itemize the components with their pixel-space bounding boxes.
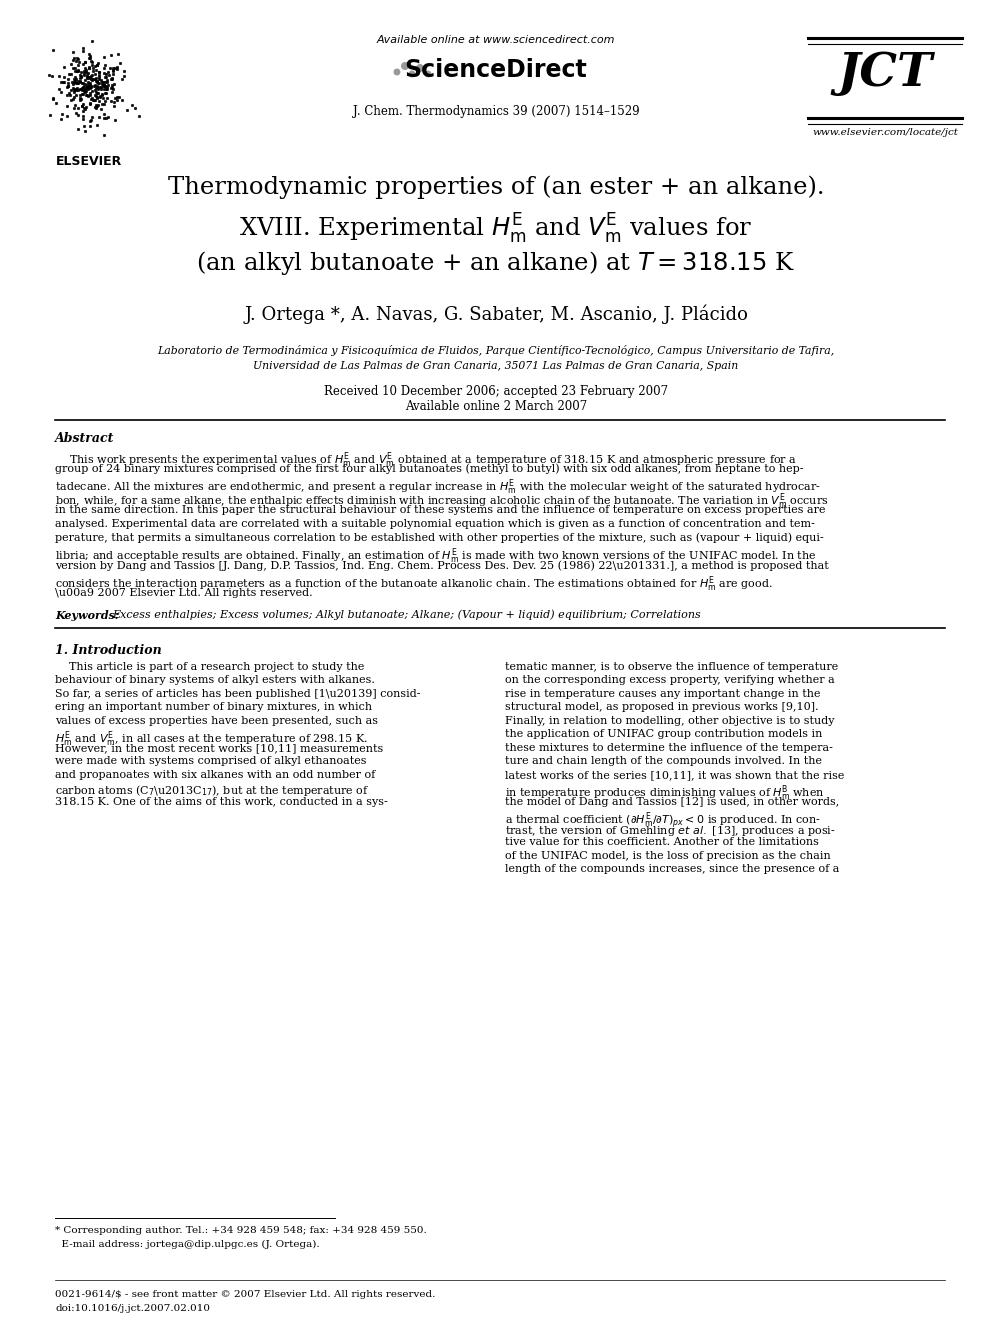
Text: behaviour of binary systems of alkyl esters with alkanes.: behaviour of binary systems of alkyl est… [55, 675, 375, 685]
Text: libria; and acceptable results are obtained. Finally, an estimation of $H_{\math: libria; and acceptable results are obtai… [55, 546, 816, 566]
Text: Thermodynamic properties of (an ester + an alkane).: Thermodynamic properties of (an ester + … [168, 175, 824, 198]
Text: the application of UNIFAC group contribution models in: the application of UNIFAC group contribu… [505, 729, 822, 740]
Text: tematic manner, is to observe the influence of temperature: tematic manner, is to observe the influe… [505, 662, 838, 672]
Text: JCT: JCT [837, 50, 932, 97]
Text: \u00a9 2007 Elsevier Ltd. All rights reserved.: \u00a9 2007 Elsevier Ltd. All rights res… [55, 587, 312, 598]
Text: J. Ortega *, A. Navas, G. Sabater, M. Ascanio, J. Plácido: J. Ortega *, A. Navas, G. Sabater, M. As… [244, 306, 748, 324]
Text: and propanoates with six alkanes with an odd number of: and propanoates with six alkanes with an… [55, 770, 375, 779]
Text: a thermal coefficient $(\partial H_{\mathrm{m}}^{\mathrm{E}}/\partial T)_{px} < : a thermal coefficient $(\partial H_{\mat… [505, 810, 820, 831]
Text: tive value for this coefficient. Another of the limitations: tive value for this coefficient. Another… [505, 837, 818, 847]
Text: Available online at www.sciencedirect.com: Available online at www.sciencedirect.co… [377, 34, 615, 45]
Circle shape [417, 65, 424, 71]
Circle shape [426, 71, 431, 77]
Text: considers the interaction parameters as a function of the butanoate alkanolic ch: considers the interaction parameters as … [55, 574, 773, 594]
Text: * Corresponding author. Tel.: +34 928 459 548; fax: +34 928 459 550.: * Corresponding author. Tel.: +34 928 45… [55, 1226, 427, 1234]
Text: Received 10 December 2006; accepted 23 February 2007: Received 10 December 2006; accepted 23 F… [324, 385, 668, 398]
Text: on the corresponding excess property, verifying whether a: on the corresponding excess property, ve… [505, 675, 834, 685]
Text: version by Dang and Tassios [J. Dang, D.P. Tassios, Ind. Eng. Chem. Process Des.: version by Dang and Tassios [J. Dang, D.… [55, 561, 828, 572]
Text: J. Chem. Thermodynamics 39 (2007) 1514–1529: J. Chem. Thermodynamics 39 (2007) 1514–1… [353, 105, 639, 118]
Text: Finally, in relation to modelling, other objective is to study: Finally, in relation to modelling, other… [505, 716, 834, 726]
Text: latest works of the series [10,11], it was shown that the rise: latest works of the series [10,11], it w… [505, 770, 844, 779]
Circle shape [410, 71, 415, 77]
Text: 318.15 K. One of the aims of this work, conducted in a sys-: 318.15 K. One of the aims of this work, … [55, 796, 388, 807]
Text: the model of Dang and Tassios [12] is used, in other words,: the model of Dang and Tassios [12] is us… [505, 796, 839, 807]
Text: Laboratorio de Termodinámica y Fisicoquímica de Fluidos, Parque Científico-Tecno: Laboratorio de Termodinámica y Fisicoquí… [158, 345, 834, 356]
Text: This article is part of a research project to study the: This article is part of a research proje… [55, 662, 364, 672]
Text: trast, the version of Gmehling $et\ al.$ [13], produces a posi-: trast, the version of Gmehling $et\ al.$… [505, 824, 835, 837]
Text: www.elsevier.com/locate/jct: www.elsevier.com/locate/jct [812, 128, 958, 138]
Text: ering an important number of binary mixtures, in which: ering an important number of binary mixt… [55, 703, 372, 712]
Text: 0021-9614/$ - see front matter © 2007 Elsevier Ltd. All rights reserved.: 0021-9614/$ - see front matter © 2007 El… [55, 1290, 435, 1299]
Text: length of the compounds increases, since the presence of a: length of the compounds increases, since… [505, 864, 839, 875]
Text: in the same direction. In this paper the structural behaviour of these systems a: in the same direction. In this paper the… [55, 505, 825, 515]
Text: This work presents the experimental values of $H_{\mathrm{m}}^{\mathrm{E}}$ and : This work presents the experimental valu… [55, 450, 797, 470]
Text: ScienceDirect: ScienceDirect [405, 58, 587, 82]
Text: Available online 2 March 2007: Available online 2 March 2007 [405, 400, 587, 413]
Text: perature, that permits a simultaneous correlation to be established with other p: perature, that permits a simultaneous co… [55, 533, 823, 544]
Text: (an alkyl butanoate + an alkane) at $T = 318.15$ K: (an alkyl butanoate + an alkane) at $T =… [196, 249, 796, 277]
Text: were made with systems comprised of alkyl ethanoates: were made with systems comprised of alky… [55, 757, 366, 766]
Circle shape [402, 62, 409, 69]
Text: these mixtures to determine the influence of the tempera-: these mixtures to determine the influenc… [505, 742, 833, 753]
Text: of the UNIFAC model, is the loss of precision as the chain: of the UNIFAC model, is the loss of prec… [505, 851, 830, 861]
Text: structural model, as proposed in previous works [9,10].: structural model, as proposed in previou… [505, 703, 818, 712]
Text: E-mail address: jortega@dip.ulpgc.es (J. Ortega).: E-mail address: jortega@dip.ulpgc.es (J.… [55, 1240, 319, 1249]
Text: analysed. Experimental data are correlated with a suitable polynomial equation w: analysed. Experimental data are correlat… [55, 519, 814, 529]
Text: carbon atoms (C$_7$\u2013C$_{17}$), but at the temperature of: carbon atoms (C$_7$\u2013C$_{17}$), but … [55, 783, 369, 798]
Text: Abstract: Abstract [55, 433, 114, 445]
Text: rise in temperature causes any important change in the: rise in temperature causes any important… [505, 689, 820, 699]
Text: in temperature produces diminishing values of $H_{\mathrm{m}}^{\mathrm{B}}$ when: in temperature produces diminishing valu… [505, 783, 824, 803]
Text: ture and chain length of the compounds involved. In the: ture and chain length of the compounds i… [505, 757, 822, 766]
Text: bon, while, for a same alkane, the enthalpic effects diminish with increasing al: bon, while, for a same alkane, the entha… [55, 491, 828, 511]
Text: doi:10.1016/j.jct.2007.02.010: doi:10.1016/j.jct.2007.02.010 [55, 1304, 210, 1312]
Text: So far, a series of articles has been published [1\u20139] consid-: So far, a series of articles has been pu… [55, 689, 421, 699]
Text: group of 24 binary mixtures comprised of the first four alkyl butanoates (methyl: group of 24 binary mixtures comprised of… [55, 464, 804, 475]
Text: Universidad de Las Palmas de Gran Canaria, 35071 Las Palmas de Gran Canaria, Spa: Universidad de Las Palmas de Gran Canari… [253, 361, 739, 370]
Text: ELSEVIER: ELSEVIER [56, 155, 122, 168]
Text: XVIII. Experimental $H_{\mathrm{m}}^{\mathrm{E}}$ and $V_{\mathrm{m}}^{\mathrm{E: XVIII. Experimental $H_{\mathrm{m}}^{\ma… [239, 212, 753, 246]
Text: $H_{\mathrm{m}}^{\mathrm{E}}$ and $V_{\mathrm{m}}^{\mathrm{E}}$, in all cases at: $H_{\mathrm{m}}^{\mathrm{E}}$ and $V_{\m… [55, 729, 368, 749]
Text: values of excess properties have been presented, such as: values of excess properties have been pr… [55, 716, 378, 726]
Text: tadecane. All the mixtures are endothermic, and present a regular increase in $H: tadecane. All the mixtures are endotherm… [55, 478, 821, 497]
Text: Excess enthalpies; Excess volumes; Alkyl butanoate; Alkane; (Vapour + liquid) eq: Excess enthalpies; Excess volumes; Alkyl… [112, 610, 700, 620]
Text: Keywords:: Keywords: [55, 610, 119, 620]
Circle shape [394, 69, 400, 75]
Text: 1. Introduction: 1. Introduction [55, 644, 162, 656]
Text: However, in the most recent works [10,11] measurements: However, in the most recent works [10,11… [55, 742, 383, 753]
